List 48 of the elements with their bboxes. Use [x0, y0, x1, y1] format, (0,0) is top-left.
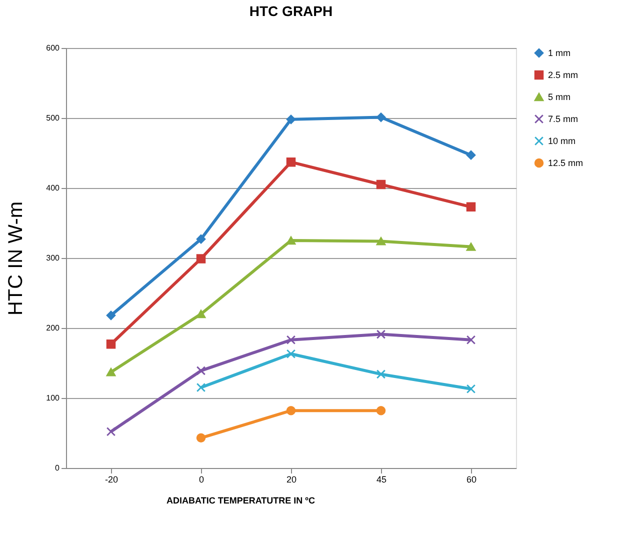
x-tick-label: 0	[198, 474, 204, 484]
point	[376, 370, 386, 379]
point	[196, 382, 206, 392]
point	[466, 242, 476, 251]
point	[196, 366, 206, 376]
point	[286, 114, 296, 124]
legend-label: 10 mm	[548, 136, 576, 146]
point	[196, 433, 206, 443]
y-axis-title: HTC IN W-m	[5, 201, 28, 316]
point	[466, 384, 476, 394]
point	[106, 310, 116, 320]
x-axis-title: ADIABATIC TEMPERATUTRE IN ºC	[166, 496, 316, 506]
point	[466, 202, 476, 212]
point	[286, 157, 296, 167]
point	[286, 335, 296, 345]
legend-label: 5 mm	[548, 92, 570, 102]
x-tick-label: 45	[376, 474, 387, 484]
y-tick-label: 500	[46, 114, 60, 122]
point	[376, 330, 386, 339]
point	[196, 254, 206, 264]
point	[286, 406, 296, 416]
legend-label: 2.5 mm	[548, 70, 578, 80]
point	[376, 406, 386, 416]
point	[376, 180, 386, 190]
y-tick-label: 600	[46, 44, 60, 52]
chart-title: HTC GRAPH	[249, 3, 333, 19]
x-tick-label: -20	[104, 474, 118, 484]
point	[196, 310, 206, 318]
x-tick-label: 20	[286, 474, 297, 484]
x-tick-label: 60	[466, 474, 477, 484]
point	[466, 335, 476, 345]
y-tick-label: 200	[46, 324, 60, 332]
y-tick-label: 400	[46, 184, 60, 192]
legend-label: 7.5 mm	[548, 114, 578, 124]
point	[466, 150, 476, 160]
point	[286, 349, 296, 359]
point	[376, 112, 386, 122]
point	[106, 339, 116, 349]
y-tick-label: 100	[46, 394, 60, 402]
point	[376, 237, 386, 246]
point	[196, 234, 206, 244]
y-tick-label: 300	[46, 254, 60, 262]
point	[106, 426, 116, 436]
point	[106, 368, 116, 376]
legend-label: 1 mm	[548, 48, 570, 58]
legend-label: 12.5 mm	[548, 158, 584, 168]
point	[286, 236, 296, 245]
y-tick-label: 0	[55, 464, 60, 472]
